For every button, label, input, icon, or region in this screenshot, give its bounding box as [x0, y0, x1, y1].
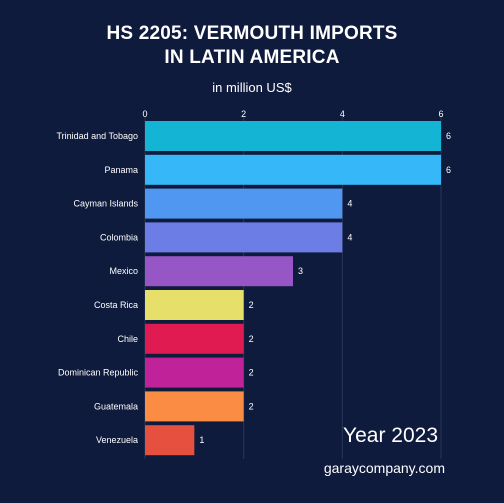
x-tick-label: 2 [241, 109, 246, 119]
bar [145, 391, 244, 422]
year-label: Year 2023 [343, 424, 438, 447]
bar [145, 222, 343, 253]
category-label: Costa Rica [94, 300, 138, 310]
bar [145, 357, 244, 388]
x-tick-label: 0 [142, 109, 147, 119]
chart-title: HS 2205: VERMOUTH IMPORTS IN LATIN AMERI… [0, 22, 504, 70]
category-label: Mexico [109, 266, 138, 276]
category-label: Trinidad and Tobago [56, 131, 138, 141]
category-label: Guatemala [94, 401, 138, 411]
category-label: Panama [104, 165, 138, 175]
data-label: 4 [347, 199, 352, 209]
x-tick-label: 4 [340, 109, 345, 119]
data-label: 4 [347, 232, 352, 242]
data-label: 6 [446, 131, 451, 141]
data-label: 2 [249, 368, 254, 378]
category-label: Dominican Republic [58, 368, 139, 378]
data-label: 3 [298, 266, 303, 276]
bar [145, 290, 244, 320]
data-label: 6 [446, 165, 451, 175]
category-label: Chile [117, 334, 138, 344]
category-label: Venezuela [96, 435, 138, 445]
data-label: 1 [199, 435, 204, 445]
chart-title-line-2: IN LATIN AMERICA [164, 47, 340, 68]
bar [145, 256, 293, 287]
bar [145, 154, 441, 185]
data-label: 2 [249, 334, 254, 344]
x-tick-label: 6 [438, 109, 443, 119]
category-label: Cayman Islands [73, 199, 138, 209]
bar [145, 425, 195, 456]
data-label: 2 [249, 401, 254, 411]
source-label: garaycompany.com [323, 460, 445, 476]
bar [145, 188, 343, 219]
data-label: 2 [249, 300, 254, 310]
category-label: Colombia [100, 232, 138, 242]
chart-subtitle: in million US$ [212, 80, 292, 95]
chart-title-line-1: HS 2205: VERMOUTH IMPORTS [106, 23, 398, 44]
bar [145, 323, 244, 354]
bar [145, 121, 441, 151]
